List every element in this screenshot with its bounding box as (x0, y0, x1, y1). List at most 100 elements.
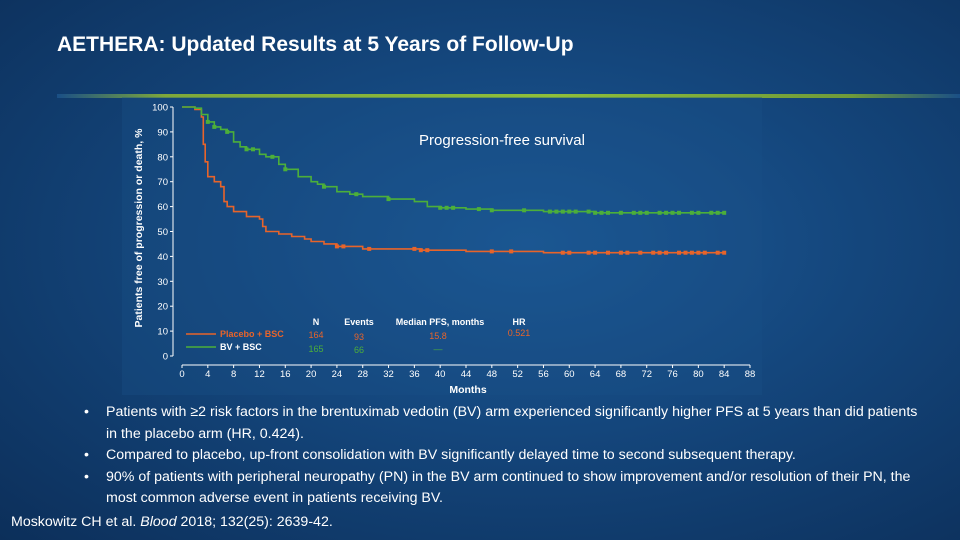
y-tick-label: 10 (157, 327, 168, 338)
censor-mark-bv (251, 147, 255, 152)
legend: N Events Median PFS, months HR Placebo +… (186, 317, 530, 355)
y-tick-label: 20 (157, 302, 168, 313)
legend-events-placebo: 93 (354, 332, 364, 342)
y-tick-label: 80 (157, 152, 168, 163)
x-tick-label: 28 (357, 369, 368, 380)
censor-mark-placebo (606, 250, 610, 255)
plot-background (122, 97, 762, 395)
censor-mark-placebo (722, 250, 727, 255)
censor-mark-placebo (560, 250, 565, 255)
legend-n-placebo: 164 (308, 330, 323, 340)
censor-mark-bv (586, 209, 591, 214)
censor-mark-placebo (689, 250, 694, 255)
censor-mark-bv (547, 209, 552, 214)
bullet-item: • 90% of patients with peripheral neuropa… (84, 467, 924, 510)
censor-mark-bv (322, 184, 326, 189)
citation-journal: Blood (140, 514, 177, 530)
x-tick-label: 52 (512, 369, 523, 380)
censor-mark-bv (554, 209, 559, 214)
censor-mark-bv (283, 167, 288, 172)
censor-mark-bv (606, 210, 610, 215)
x-tick-label: 16 (280, 369, 291, 380)
censor-mark-bv (715, 210, 720, 215)
censor-mark-bv (270, 154, 275, 159)
series-line-bv (182, 106, 725, 214)
censor-mark-placebo (702, 250, 707, 255)
chart-series (182, 106, 727, 255)
x-tick-label: 56 (538, 369, 549, 380)
x-tick-label: 20 (306, 369, 317, 380)
censor-mark-bv (476, 207, 481, 212)
x-tick-label: 88 (745, 369, 756, 380)
censor-mark-bv (225, 129, 230, 134)
bullet-item: • Compared to placebo, up-front consolida… (84, 445, 924, 467)
legend-events-bv: 66 (354, 345, 364, 355)
x-tick-label: 44 (461, 369, 472, 380)
censor-mark-placebo (625, 250, 630, 255)
censor-mark-placebo (651, 250, 656, 255)
x-tick-label: 32 (383, 369, 394, 380)
x-tick-label: 68 (616, 369, 627, 380)
bullet-marker: • (84, 447, 89, 463)
censor-mark-placebo (509, 249, 514, 254)
x-tick-label: 60 (564, 369, 575, 380)
censor-mark-placebo (715, 250, 720, 255)
legend-header-hr: HR (513, 317, 526, 327)
legend-label-placebo: Placebo + BSC (220, 329, 284, 339)
x-tick-label: 40 (435, 369, 446, 380)
censor-mark-placebo (567, 250, 572, 255)
x-tick-label: 80 (693, 369, 704, 380)
censor-mark-placebo (638, 250, 643, 255)
censor-mark-bv (354, 192, 359, 197)
censor-mark-bv (593, 210, 598, 215)
y-tick-label: 100 (152, 103, 168, 114)
y-tick-label: 0 (163, 352, 168, 363)
censor-mark-bv (677, 210, 681, 215)
legend-header-median: Median PFS, months (396, 317, 485, 327)
y-tick-label: 50 (157, 227, 168, 238)
censor-mark-bv (573, 209, 578, 214)
x-tick-label: 76 (667, 369, 678, 380)
legend-hr-placebo: 0.521 (508, 328, 531, 338)
censor-mark-bv (489, 208, 494, 213)
censor-mark-bv (689, 210, 694, 215)
censor-mark-bv (560, 209, 565, 214)
citation-details: 2018; 132(25): 2639-42. (176, 514, 333, 530)
censor-mark-bv (696, 210, 701, 215)
censor-mark-placebo (593, 250, 598, 255)
legend-header-n: N (313, 317, 320, 327)
censor-mark-placebo (657, 250, 662, 255)
bullet-text: 90% of patients with peripheral neuropat… (106, 468, 911, 507)
legend-n-bv: 165 (308, 344, 323, 354)
censor-mark-bv (599, 210, 604, 215)
bullet-list: • Patients with ≥2 risk factors in the br… (84, 402, 924, 510)
x-tick-label: 12 (254, 369, 265, 380)
censor-mark-bv (709, 210, 714, 215)
y-tick-label: 40 (157, 252, 168, 263)
censor-mark-placebo (618, 250, 623, 255)
censor-mark-bv (567, 209, 572, 214)
censor-mark-placebo (412, 246, 417, 251)
censor-mark-bv (205, 119, 210, 124)
censor-mark-bv (386, 197, 391, 202)
bullet-marker: • (84, 468, 89, 485)
x-tick-label: 64 (590, 369, 601, 380)
censor-mark-bv (657, 210, 662, 215)
x-tick-label: 36 (409, 369, 420, 380)
censor-mark-placebo (367, 246, 372, 251)
bullet-text: Patients with ≥2 risk factors in the bre… (106, 404, 918, 442)
x-tick-label: 4 (205, 369, 210, 380)
censor-mark-bv (631, 210, 636, 215)
x-tick-label: 8 (231, 369, 236, 380)
censor-mark-placebo (677, 250, 681, 255)
legend-label-bv: BV + BSC (220, 342, 262, 352)
censor-mark-bv (451, 205, 456, 210)
censor-mark-bv (438, 205, 443, 210)
bullet-marker: • (84, 404, 89, 420)
censor-mark-placebo (489, 249, 494, 254)
chart-title: Progression-free survival (419, 132, 585, 149)
censor-mark-bv (638, 210, 643, 215)
censor-mark-bv (670, 210, 675, 215)
censor-mark-placebo (341, 244, 346, 249)
censor-mark-bv (644, 210, 649, 215)
